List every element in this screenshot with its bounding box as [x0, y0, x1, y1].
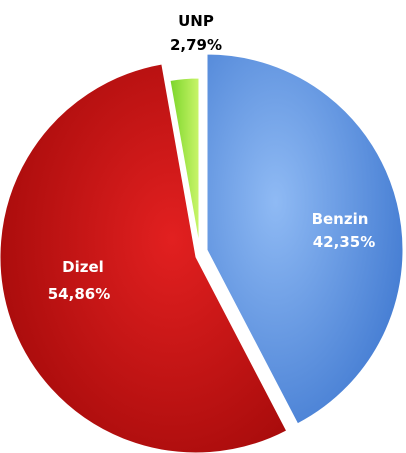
label-dizel-value: 54,86% — [48, 285, 110, 303]
label-dizel-name: Dizel — [62, 258, 104, 276]
label-benzin-name: Benzin — [312, 210, 369, 228]
label-benzin-value: 42,35% — [313, 233, 375, 251]
slice-benzin — [206, 53, 404, 425]
label-unp-name: UNP — [178, 12, 214, 30]
label-unp-value: 2,79% — [170, 36, 222, 54]
slice-unp — [169, 77, 200, 245]
